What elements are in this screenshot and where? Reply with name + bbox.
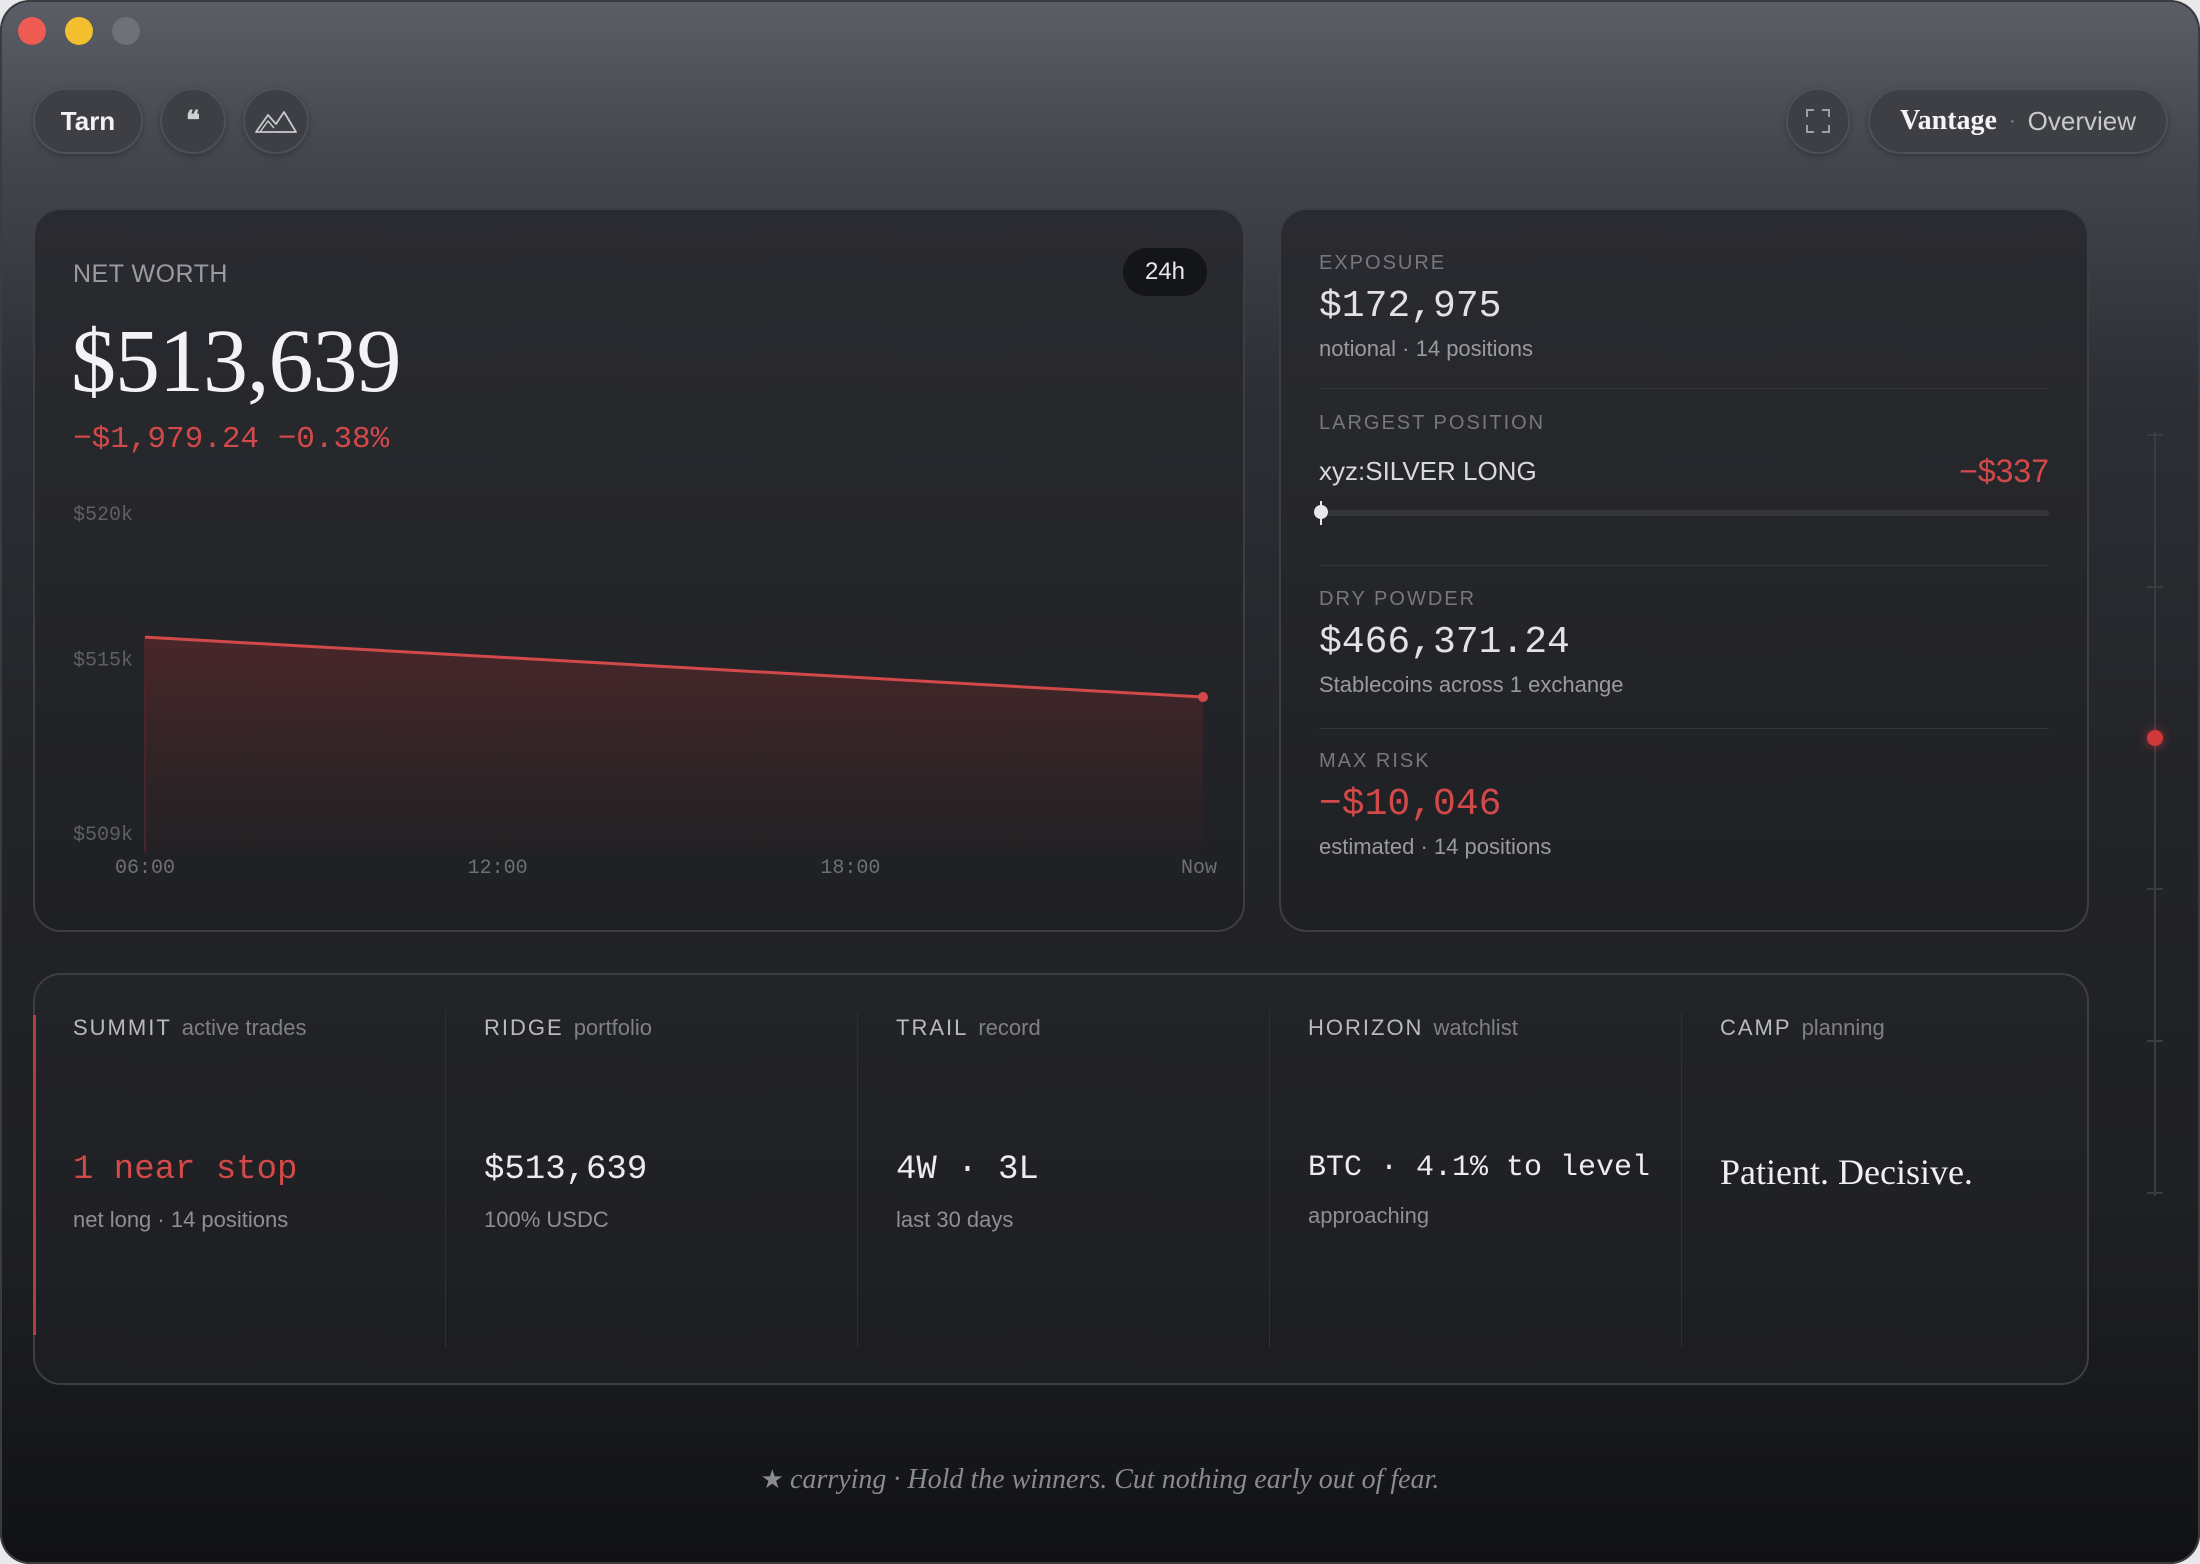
x-tick-label: 12:00	[468, 857, 528, 880]
summary-card: SUMMIT active trades 1 near stop net long…	[33, 973, 2089, 1385]
y-tick-label: $509k	[73, 824, 133, 847]
latest-point	[1198, 692, 1208, 703]
close-window-button[interactable]	[18, 17, 46, 45]
max-risk-section: MAX RISK −$10,046 estimated · 14 positio…	[1319, 750, 2049, 860]
footer-text: carrying · Hold the winners. Cut nothing…	[789, 1464, 1440, 1495]
camp-title: CAMP	[1720, 1015, 1792, 1040]
summit-subtitle: active trades	[181, 1015, 307, 1040]
vantage-switcher[interactable]: Vantage · Overview	[1868, 88, 2168, 154]
ridge-note: 100% USDC	[484, 1207, 609, 1232]
net-worth-card: NET WORTH 24h $513,639 −$1,979.24 −0.38%…	[33, 208, 1245, 932]
expand-icon	[1806, 109, 1830, 133]
camp-subtitle: planning	[1801, 1015, 1885, 1040]
section-divider	[1319, 565, 2049, 566]
column-divider	[1269, 1011, 1270, 1347]
section-divider	[1319, 388, 2049, 389]
largest-position-label: LARGEST POSITION	[1319, 412, 1546, 434]
vantage-page-label: Overview	[2027, 105, 2136, 136]
trail-subtitle: record	[978, 1015, 1041, 1040]
camp-value: Patient. Decisive.	[1720, 1152, 1973, 1192]
dry-powder-value: $466,371.24	[1319, 621, 1570, 664]
rail-tick[interactable]	[2147, 1192, 2163, 1194]
ridge-column[interactable]: RIDGE portfolio $513,639 100% USDC	[446, 975, 857, 1383]
rail-tick[interactable]	[2147, 434, 2163, 436]
rail-tick[interactable]	[2147, 1040, 2163, 1042]
dry-powder-label: DRY POWDER	[1319, 588, 1477, 610]
zoom-window-button[interactable]	[112, 17, 140, 45]
dry-powder-sub: Stablecoins across 1 exchange	[1319, 672, 1624, 697]
summit-title: SUMMIT	[73, 1015, 172, 1040]
exposure-card: EXPOSURE $172,975 notional · 14 position…	[1279, 208, 2089, 932]
net-worth-area	[145, 637, 1203, 852]
max-risk-sub: estimated · 14 positions	[1319, 834, 1552, 859]
horizon-column[interactable]: HORIZON watchlist BTC · 4.1% to level app…	[1270, 975, 1681, 1383]
active-accent-bar	[33, 1015, 36, 1335]
net-worth-change: −$1,979.24 −0.38%	[73, 422, 390, 457]
minimize-window-button[interactable]	[65, 17, 93, 45]
column-divider	[445, 1011, 446, 1347]
rail-active-dot[interactable]	[2147, 730, 2163, 746]
net-worth-chart: $520k $515k $509k 06:00 12:00 18:00 Now	[73, 504, 1217, 880]
horizon-title: HORIZON	[1308, 1015, 1424, 1040]
largest-position-name[interactable]: xyz:SILVER LONG	[1319, 456, 1537, 486]
mountain-icon	[255, 111, 297, 133]
trail-title: TRAIL	[896, 1015, 969, 1040]
largest-position-pnl: −$337	[1959, 453, 2049, 489]
horizon-subtitle: watchlist	[1433, 1015, 1518, 1040]
horizon-value: BTC · 4.1% to level	[1308, 1151, 1651, 1185]
column-divider	[1681, 1011, 1682, 1347]
largest-position-section: LARGEST POSITION xyz:SILVER LONG −$337	[1314, 412, 2049, 525]
window-controls	[18, 17, 140, 45]
y-tick-label: $515k	[73, 649, 133, 672]
ridge-subtitle: portfolio	[573, 1015, 652, 1040]
footer-motto: ★ carrying · Hold the winners. Cut nothin…	[0, 1464, 2200, 1496]
rail-tick[interactable]	[2147, 586, 2163, 588]
y-tick-label: $520k	[73, 504, 133, 527]
column-divider	[857, 1011, 858, 1347]
exposure-label: EXPOSURE	[1319, 252, 1447, 274]
position-range-marker	[1314, 505, 1328, 519]
dry-powder-section: DRY POWDER $466,371.24 Stablecoins acros…	[1319, 588, 2049, 698]
trail-column[interactable]: TRAIL record 4W · 3L last 30 days	[858, 975, 1269, 1383]
tarn-button[interactable]: Tarn	[33, 88, 143, 154]
range-toggle[interactable]: 24h	[1123, 248, 1207, 296]
star-icon: ★	[760, 1465, 784, 1495]
trail-value: 4W · 3L	[896, 1151, 1039, 1189]
section-divider	[1319, 728, 2049, 729]
summit-value: 1 near stop	[73, 1151, 298, 1189]
max-risk-value: −$10,046	[1319, 783, 1502, 826]
x-tick-label: 18:00	[820, 857, 880, 880]
rail-tick[interactable]	[2147, 888, 2163, 890]
vantage-brand: Vantage	[1899, 105, 1997, 136]
ridge-title: RIDGE	[484, 1015, 564, 1040]
camp-column[interactable]: CAMP planning Patient. Decisive.	[1682, 975, 2091, 1383]
x-tick-label: Now	[1181, 857, 1217, 880]
ridge-value: $513,639	[484, 1151, 648, 1189]
exposure-value: $172,975	[1319, 285, 1502, 328]
trail-note: last 30 days	[896, 1207, 1014, 1232]
exposure-sub: notional · 14 positions	[1319, 336, 1534, 361]
position-range-track	[1314, 501, 2049, 525]
quote-button[interactable]: ❝	[160, 88, 226, 154]
x-tick-label: 06:00	[115, 857, 175, 880]
summit-note: net long · 14 positions	[73, 1207, 289, 1232]
vantage-separator: ·	[2008, 109, 2016, 132]
fullscreen-button[interactable]	[1786, 88, 1850, 154]
quote-icon: ❝	[186, 106, 200, 136]
exposure-section: EXPOSURE $172,975 notional · 14 position…	[1319, 252, 2049, 362]
horizon-note: approaching	[1308, 1203, 1430, 1228]
summit-column[interactable]: SUMMIT active trades 1 near stop net long…	[35, 975, 445, 1383]
net-worth-label: NET WORTH	[73, 260, 228, 288]
section-rail[interactable]	[2147, 432, 2163, 1196]
net-worth-value: $513,639	[71, 312, 401, 411]
mountain-button[interactable]	[243, 88, 309, 154]
net-worth-line	[144, 635, 1204, 699]
max-risk-label: MAX RISK	[1319, 750, 1431, 772]
